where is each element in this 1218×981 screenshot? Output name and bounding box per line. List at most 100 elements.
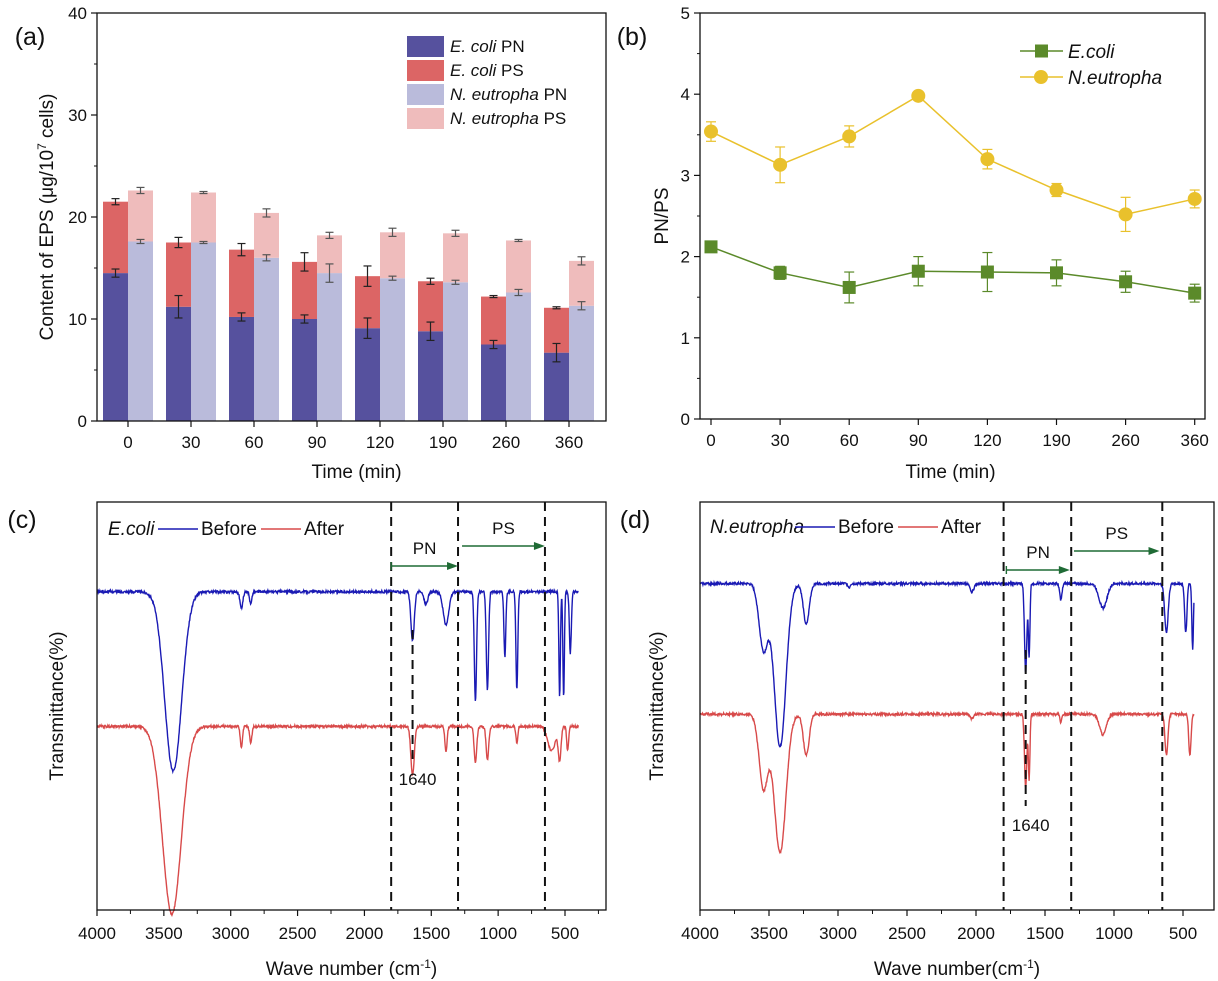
- spectrum-before: [96, 587, 579, 775]
- peak-label-1640: 1640: [399, 770, 437, 789]
- legend-label: After: [304, 519, 345, 540]
- x-tick-label: 500: [1169, 924, 1197, 943]
- x-tick-label: 3500: [145, 924, 183, 943]
- y-tick-label: 3: [681, 166, 690, 185]
- y-axis-title: Transmittance(%): [647, 631, 668, 780]
- y-axis-title: PN/PS: [652, 187, 673, 244]
- x-tick-label: 3500: [750, 924, 788, 943]
- legend-c: E.coli Before After: [108, 519, 345, 540]
- data-point-square: [1119, 275, 1133, 289]
- bar-neutropha-pn: [317, 273, 342, 421]
- x-tick-label: 1000: [1095, 924, 1133, 943]
- region-label-pn: PN: [1026, 543, 1050, 562]
- series-line: [710, 246, 1195, 294]
- x-tick-label: 2000: [957, 924, 995, 943]
- x-tick-label: 1500: [412, 924, 450, 943]
- spectrum-after: [699, 710, 1195, 855]
- panel-label-c: (c): [7, 506, 36, 534]
- x-tick-label: 3000: [819, 924, 857, 943]
- data-point-square: [773, 266, 787, 280]
- x-tick-label: 90: [909, 431, 928, 450]
- x-tick-label: 2500: [279, 924, 317, 943]
- arrow-head-icon: [1058, 566, 1070, 574]
- bar-ecoli-pn: [103, 273, 128, 421]
- bar-ecoli-pn: [418, 331, 443, 421]
- y-tick-label: 30: [68, 106, 87, 125]
- bar-neutropha-pn: [380, 278, 405, 421]
- y-tick-label: 4: [681, 85, 690, 104]
- panel-b: (b) 0 1 2 3 4 5 0 30 60 90 120 190 260 360 Time (min) PN…: [617, 4, 1209, 483]
- panel-label-d: (d): [620, 506, 651, 534]
- data-point-square: [911, 264, 925, 278]
- data-point-square: [704, 240, 718, 254]
- legend-marker-square: [1035, 44, 1048, 58]
- bar-neutropha-pn: [506, 292, 531, 421]
- series-n-eutropha: [704, 88, 1202, 233]
- bar-ecoli-pn: [544, 352, 569, 421]
- panel-label-b: (b): [617, 23, 648, 51]
- bar-neutropha-ps: [380, 232, 405, 279]
- legend-swatch: [407, 36, 444, 57]
- y-tick-label: 20: [68, 208, 87, 227]
- y-tick-label: 2: [681, 248, 690, 267]
- legend-b: E.coli N.eutropha: [1020, 42, 1162, 89]
- legend-label: N. eutropha PN: [450, 85, 567, 104]
- arrow-head-icon: [1148, 547, 1160, 555]
- legend-label: E. coli PN: [450, 37, 525, 56]
- arrow-head-icon: [447, 562, 459, 570]
- y-tick-label: 5: [681, 4, 690, 23]
- data-point-circle: [773, 157, 788, 172]
- bar-neutropha-ps: [569, 260, 594, 306]
- x-tick-label: 90: [308, 433, 327, 452]
- legend-title: E.coli: [108, 519, 155, 540]
- legend-a: E. coli PN E. coli PS N. eutropha PN N. eut…: [407, 36, 567, 129]
- x-tick-label: 1500: [1026, 924, 1064, 943]
- y-tick-label: 0: [681, 410, 690, 429]
- region-label-ps: PS: [492, 519, 515, 538]
- legend-label: N.eutropha: [1068, 68, 1162, 89]
- x-tick-label: 30: [182, 433, 201, 452]
- data-point-circle: [704, 124, 718, 139]
- plot-frame-d: [699, 501, 1215, 911]
- x-tick-label: 30: [771, 431, 790, 450]
- x-axis-title: Wave number(cm-1): [874, 957, 1040, 980]
- x-tick-label: 4000: [78, 924, 116, 943]
- x-tick-label: 120: [366, 433, 394, 452]
- legend-marker-circle: [1034, 70, 1048, 84]
- x-tick-label: 4000: [681, 924, 719, 943]
- panel-label-a: (a): [15, 23, 46, 51]
- data-point-circle: [1187, 191, 1202, 206]
- data-point-circle: [842, 129, 857, 144]
- panel-c: (c) 1640 PN PS 4000 3500 3000 2500 2000 1500 1000 5…: [7, 501, 607, 980]
- y-tick-label: 0: [78, 412, 87, 431]
- x-tick-label: 190: [429, 433, 457, 452]
- x-tick-label: 120: [973, 431, 1001, 450]
- panel-a: (a) 0 10 20 30 40 0 30 60 90 120 190 260 360 Time (min…: [15, 4, 607, 483]
- peak-label-1640: 1640: [1012, 816, 1050, 835]
- y-tick-label: 10: [68, 310, 87, 329]
- x-tick-label: 1000: [479, 924, 517, 943]
- x-tick-label: 260: [492, 433, 520, 452]
- bar-ecoli-pn: [166, 306, 191, 421]
- region-label-ps: PS: [1105, 524, 1128, 543]
- legend-title: N.eutropha: [710, 517, 804, 538]
- legend-label: N. eutropha PS: [450, 109, 566, 128]
- data-point-circle: [1118, 207, 1133, 222]
- legend-label: E. coli PS: [450, 61, 524, 80]
- x-tick-label: 260: [1111, 431, 1139, 450]
- data-point-square: [980, 265, 994, 279]
- x-tick-label: 2500: [888, 924, 926, 943]
- bar-ecoli-pn: [292, 319, 317, 421]
- legend-label: After: [941, 517, 982, 538]
- legend-swatch: [407, 60, 444, 81]
- x-tick-label: 0: [123, 433, 132, 452]
- series-e-coli: [704, 240, 1202, 304]
- bar-ecoli-ps: [481, 296, 506, 345]
- data-point-circle: [1049, 183, 1064, 198]
- bar-ecoli-ps: [229, 249, 254, 317]
- x-tick-label: 60: [245, 433, 264, 452]
- x-tick-label: 360: [555, 433, 583, 452]
- region-label-pn: PN: [413, 539, 437, 558]
- data-point-square: [842, 280, 856, 294]
